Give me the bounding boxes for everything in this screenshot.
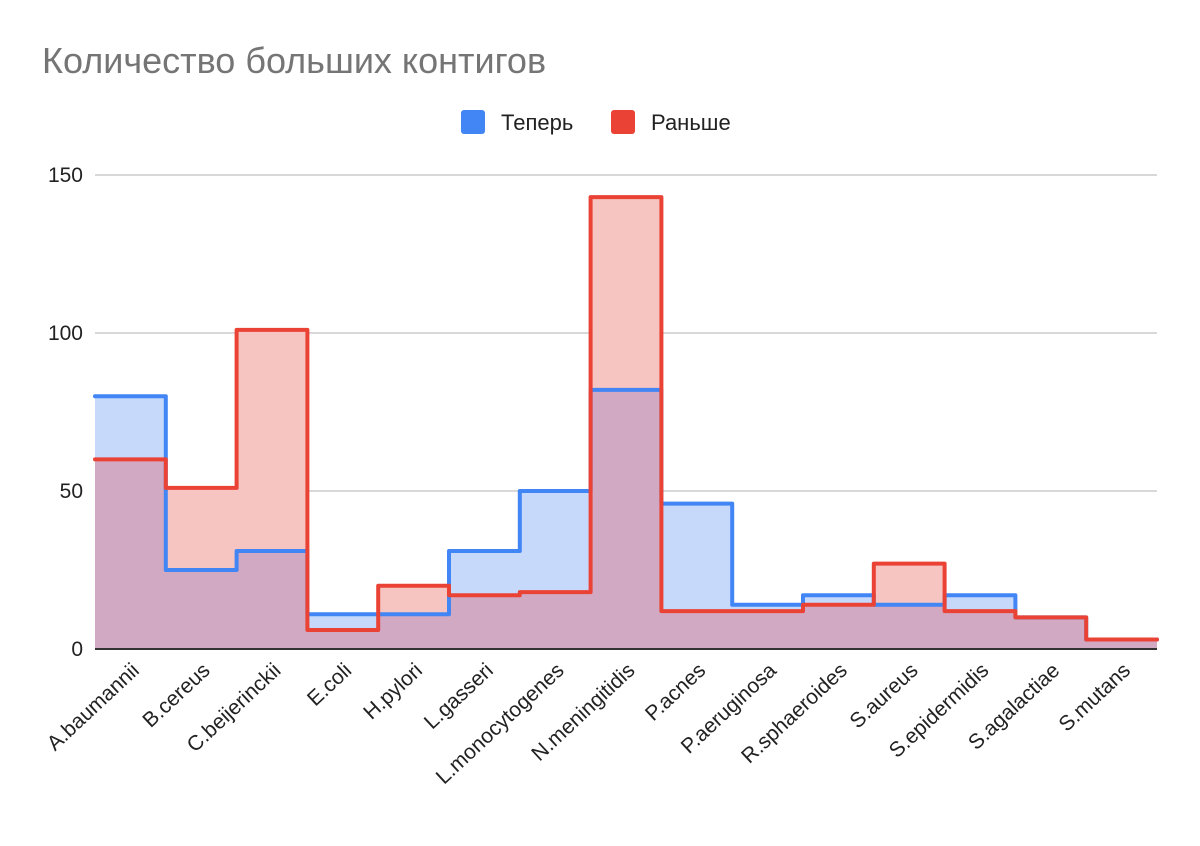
series-line-before <box>93 195 1159 642</box>
y-tick-label: 150 <box>48 164 83 187</box>
x-tick-label: S.mutans <box>1054 659 1135 736</box>
legend-label-now: Теперь <box>501 110 573 135</box>
series-areas <box>95 197 1157 649</box>
series-overlap-area <box>95 389 1157 649</box>
legend: Теперь Раньше <box>461 110 731 135</box>
legend-label-before: Раньше <box>651 110 731 135</box>
legend-swatch-now <box>461 110 485 134</box>
y-tick-label: 0 <box>71 638 83 661</box>
x-tick-label: A.baumannii <box>43 659 144 755</box>
chart-title: Количество больших контигов <box>42 40 546 81</box>
y-tick-label: 100 <box>48 322 83 345</box>
y-tick-label: 50 <box>60 480 83 503</box>
x-tick-label: P.acnes <box>641 659 710 726</box>
x-tick-label: L.monocytogenes <box>432 659 569 789</box>
x-tick-label: H.pylori <box>359 659 427 724</box>
legend-swatch-before <box>611 110 635 134</box>
x-tick-label: E.coli <box>303 659 356 711</box>
y-axis-ticks: 0 50 100 150 <box>48 164 83 661</box>
series-lines <box>93 195 1159 642</box>
